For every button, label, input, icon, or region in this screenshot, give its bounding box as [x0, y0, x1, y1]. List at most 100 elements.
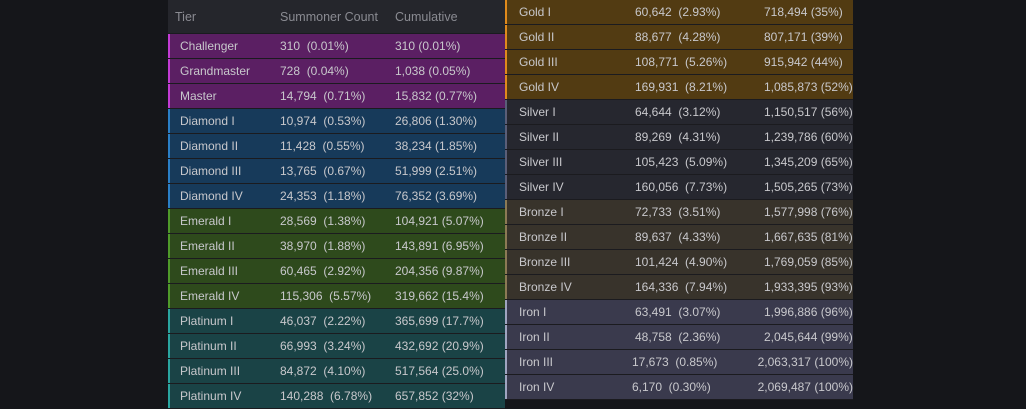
- cumulative-cell: 1,769,059 (85%): [764, 255, 853, 269]
- summoner-count-cell: 140,288 (6.78%): [280, 389, 373, 403]
- tier-cell: Diamond IV: [180, 189, 243, 203]
- summoner-count-cell: 101,424 (4.90%): [635, 255, 728, 269]
- cumulative-cell: 1,933,395 (93%): [764, 280, 853, 294]
- summoner-count-cell: 24,353 (1.18%): [280, 189, 366, 203]
- tier-cell: Gold IV: [519, 80, 560, 94]
- cumulative-cell: 143,891 (6.95%): [395, 239, 484, 253]
- cumulative-cell: 38,234 (1.85%): [395, 139, 478, 153]
- tier-cell: Iron II: [519, 330, 550, 344]
- header-cumulative[interactable]: Cumulative: [395, 9, 458, 24]
- tier-cell: Platinum II: [180, 339, 237, 353]
- table-row-grandmaster: Grandmaster 728 (0.04%) 1,038 (0.05%): [168, 59, 505, 84]
- tier-cell: Platinum IV: [180, 389, 242, 403]
- cumulative-cell: 718,494 (35%): [764, 5, 843, 19]
- summoner-count-cell: 89,269 (4.31%): [635, 130, 721, 144]
- table-body-left: Challenger 310 (0.01%) 310 (0.01%) Grandmas…: [168, 34, 505, 409]
- summoner-count-cell: 84,872 (4.10%): [280, 364, 366, 378]
- table-row-platinum-i: Platinum I 46,037 (2.22%) 365,699 (17.7%): [168, 309, 505, 334]
- table-body-right: Gold I 60,642 (2.93%) 718,494 (35%) Gold II…: [505, 0, 853, 400]
- tier-cell: Silver II: [519, 130, 560, 144]
- cumulative-cell: 657,852 (32%): [395, 389, 474, 403]
- tier-cell: Platinum I: [180, 314, 234, 328]
- cumulative-cell: 2,069,487 (100%): [757, 380, 853, 394]
- cumulative-cell: 2,045,644 (99%): [764, 330, 853, 344]
- summoner-count-cell: 60,642 (2.93%): [635, 5, 721, 19]
- tier-cell: Diamond III: [180, 164, 242, 178]
- summoner-count-cell: 28,569 (1.38%): [280, 214, 366, 228]
- tier-cell: Silver I: [519, 105, 556, 119]
- cumulative-cell: 204,356 (9.87%): [395, 264, 484, 278]
- tier-cell: Iron IV: [519, 380, 555, 394]
- cumulative-cell: 76,352 (3.69%): [395, 189, 478, 203]
- rank-distribution-table-right: Gold I 60,642 (2.93%) 718,494 (35%) Gold II…: [505, 0, 853, 400]
- tier-cell: Platinum III: [180, 364, 241, 378]
- table-row-platinum-ii: Platinum II 66,993 (3.24%) 432,692 (20.9%): [168, 334, 505, 359]
- summoner-count-cell: 66,993 (3.24%): [280, 339, 366, 353]
- table-row-silver-iii: Silver III 105,423 (5.09%) 1,345,209 (65%): [505, 150, 853, 175]
- rank-distribution-table-left: Tier Summoner Count Cumulative Challenge…: [168, 0, 505, 409]
- tier-cell: Silver IV: [519, 180, 564, 194]
- summoner-count-cell: 169,931 (8.21%): [635, 80, 728, 94]
- tier-cell: Bronze II: [519, 230, 568, 244]
- table-row-emerald-iv: Emerald IV 115,306 (5.57%) 319,662 (15.4%): [168, 284, 505, 309]
- summoner-count-cell: 14,794 (0.71%): [280, 89, 366, 103]
- tier-cell: Emerald III: [180, 264, 239, 278]
- cumulative-cell: 104,921 (5.07%): [395, 214, 484, 228]
- tier-cell: Gold I: [519, 5, 552, 19]
- table-row-iron-iv: Iron IV 6,170 (0.30%) 2,069,487 (100%): [505, 375, 853, 400]
- cumulative-cell: 915,942 (44%): [764, 55, 843, 69]
- table-row-emerald-ii: Emerald II 38,970 (1.88%) 143,891 (6.95%): [168, 234, 505, 259]
- cumulative-cell: 1,996,886 (96%): [764, 305, 853, 319]
- summoner-count-cell: 88,677 (4.28%): [635, 30, 721, 44]
- tier-cell: Emerald II: [180, 239, 235, 253]
- tier-cell: Challenger: [180, 39, 239, 53]
- cumulative-cell: 1,150,517 (56%): [764, 105, 853, 119]
- tier-cell: Bronze IV: [519, 280, 572, 294]
- cumulative-cell: 1,038 (0.05%): [395, 64, 471, 78]
- summoner-count-cell: 48,758 (2.36%): [635, 330, 721, 344]
- cumulative-cell: 2,063,317 (100%): [757, 355, 853, 369]
- tier-cell: Master: [180, 89, 217, 103]
- summoner-count-cell: 11,428 (0.55%): [280, 139, 365, 153]
- tier-cell: Iron III: [519, 355, 554, 369]
- summoner-count-cell: 164,336 (7.94%): [635, 280, 728, 294]
- table-row-emerald-iii: Emerald III 60,465 (2.92%) 204,356 (9.87%): [168, 259, 505, 284]
- summoner-count-cell: 310 (0.01%): [280, 39, 349, 53]
- cumulative-cell: 432,692 (20.9%): [395, 339, 484, 353]
- table-row-diamond-ii: Diamond II 11,428 (0.55%) 38,234 (1.85%): [168, 134, 505, 159]
- cumulative-cell: 1,667,635 (81%): [764, 230, 853, 244]
- table-row-gold-i: Gold I 60,642 (2.93%) 718,494 (35%): [505, 0, 853, 25]
- header-tier[interactable]: Tier: [175, 9, 197, 24]
- summoner-count-cell: 72,733 (3.51%): [635, 205, 721, 219]
- summoner-count-cell: 60,465 (2.92%): [280, 264, 366, 278]
- table-row-silver-i: Silver I 64,644 (3.12%) 1,150,517 (56%): [505, 100, 853, 125]
- cumulative-cell: 1,085,873 (52%): [764, 80, 853, 94]
- cumulative-cell: 1,345,209 (65%): [764, 155, 853, 169]
- cumulative-cell: 1,239,786 (60%): [764, 130, 853, 144]
- table-row-iron-iii: Iron III 17,673 (0.85%) 2,063,317 (100%): [505, 350, 853, 375]
- summoner-count-cell: 728 (0.04%): [280, 64, 349, 78]
- table-row-bronze-i: Bronze I 72,733 (3.51%) 1,577,998 (76%): [505, 200, 853, 225]
- tier-cell: Iron I: [519, 305, 547, 319]
- table-row-diamond-iv: Diamond IV 24,353 (1.18%) 76,352 (3.69%): [168, 184, 505, 209]
- summoner-count-cell: 6,170 (0.30%): [631, 380, 711, 394]
- summoner-count-cell: 10,974 (0.53%): [280, 114, 366, 128]
- tier-cell: Silver III: [519, 155, 563, 169]
- tier-cell: Emerald I: [180, 214, 232, 228]
- cumulative-cell: 365,699 (17.7%): [395, 314, 484, 328]
- summoner-count-cell: 160,056 (7.73%): [635, 180, 728, 194]
- table-row-master: Master 14,794 (0.71%) 15,832 (0.77%): [168, 84, 505, 109]
- cumulative-cell: 1,505,265 (73%): [764, 180, 853, 194]
- summoner-count-cell: 46,037 (2.22%): [280, 314, 366, 328]
- table-row-gold-iv: Gold IV 169,931 (8.21%) 1,085,873 (52%): [505, 75, 853, 100]
- summoner-count-cell: 38,970 (1.88%): [280, 239, 366, 253]
- summoner-count-cell: 17,673 (0.85%): [631, 355, 718, 369]
- table-row-platinum-iv: Platinum IV 140,288 (6.78%) 657,852 (32%): [168, 384, 505, 409]
- header-summoner-count[interactable]: Summoner Count: [280, 9, 378, 24]
- cumulative-cell: 15,832 (0.77%): [395, 89, 478, 103]
- summoner-count-cell: 13,765 (0.67%): [280, 164, 366, 178]
- table-row-gold-ii: Gold II 88,677 (4.28%) 807,171 (39%): [505, 25, 853, 50]
- table-row-bronze-ii: Bronze II 89,637 (4.33%) 1,667,635 (81%): [505, 225, 853, 250]
- table-row-bronze-iii: Bronze III 101,424 (4.90%) 1,769,059 (85%): [505, 250, 853, 275]
- tier-cell: Diamond I: [180, 114, 235, 128]
